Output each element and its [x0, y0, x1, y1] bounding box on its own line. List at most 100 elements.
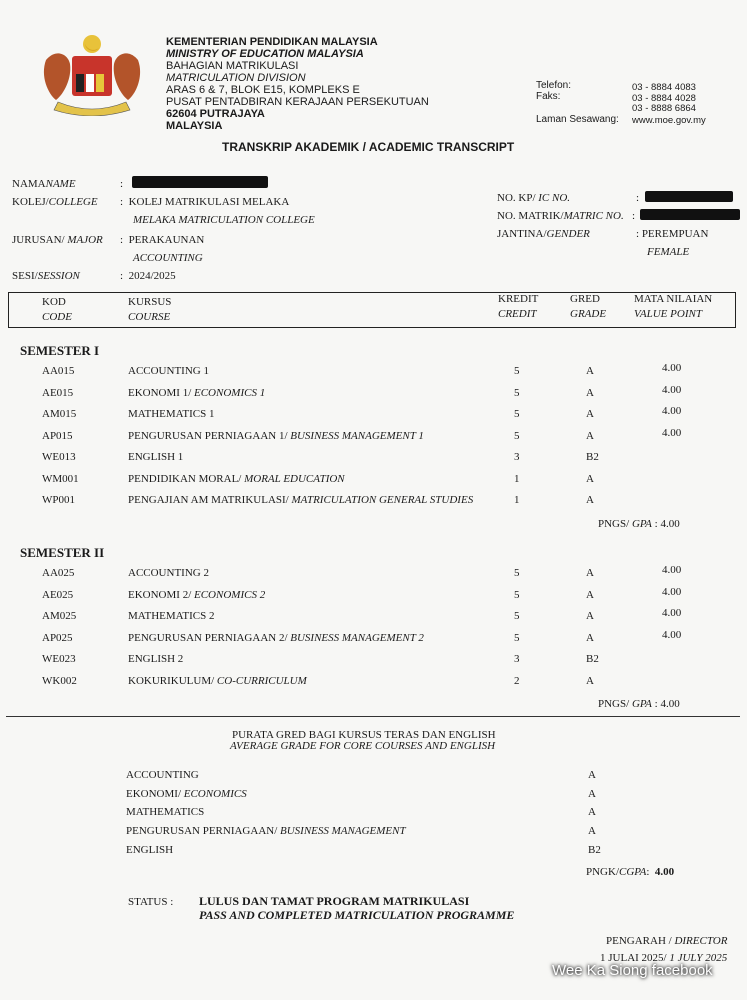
subject-grade: A [588, 787, 596, 800]
course-credit: 3 [514, 451, 520, 463]
ministry-address: KEMENTERIAN PENDIDIKAN MALAYSIA MINISTRY… [166, 36, 429, 132]
redacted-matric [640, 209, 740, 220]
course-value-point: 4.00 [662, 405, 682, 417]
colon: : [632, 210, 636, 222]
redacted-name [132, 176, 268, 188]
semester-title: SEMESTER I [20, 343, 100, 358]
cgpa: PNGK/CGPA: 4.00 [586, 866, 675, 878]
course-value-point: 4.00 [662, 564, 682, 576]
course-grade: B2 [586, 451, 599, 463]
ic-label: NO. KP/ IC NO. [497, 192, 571, 204]
faks-number-1: 03 - 8884 4028 [632, 93, 696, 104]
header-credit: KREDIT [498, 293, 539, 305]
website-label: Laman Sesawang: [536, 114, 619, 125]
subject-grade: A [588, 769, 596, 781]
header-course-en: COURSE [128, 311, 171, 323]
course-grade: A [586, 386, 594, 399]
subject-grade: B2 [588, 843, 601, 856]
course-value-point: 4.00 [662, 607, 682, 619]
header-credit-en: CREDIT [498, 308, 537, 320]
division-ms: BAHAGIAN MATRIKULASI [166, 60, 299, 72]
college-value: : KOLEJ MATRIKULASI MELAKA [120, 196, 290, 208]
course-code: AA015 [42, 365, 75, 377]
course-grade: B2 [586, 653, 599, 665]
telefon-label: Telefon: [536, 80, 572, 91]
document-title: TRANSKRIP AKADEMIK / ACADEMIC TRANSCRIPT [222, 140, 515, 154]
status-value: LULUS DAN TAMAT PROGRAM MATRIKULASI [199, 894, 470, 908]
course-value-point: 4.00 [662, 585, 682, 598]
address-line-4: MALAYSIA [166, 120, 223, 132]
faks-label: Faks: [536, 91, 561, 102]
course-grade: A [586, 610, 594, 622]
course-code: AE015 [42, 386, 74, 399]
address-line-2: PUSAT PENTADBIRAN KERAJAAN PERSEKUTUAN [166, 96, 429, 108]
course-grade: A [586, 429, 594, 442]
course-name: MATHEMATICS 1 [128, 408, 215, 420]
header-value: MATA NILAIAN [634, 293, 713, 305]
faks-number-2: 03 - 8888 6864 [632, 103, 696, 114]
average-title: PURATA GRED BAGI KURSUS TERAS DAN ENGLIS… [232, 729, 496, 741]
header-value-en: VALUE POINT [634, 308, 702, 320]
watermark: Wee Ka Siong facebook [552, 962, 713, 979]
director-label: PENGARAH / DIRECTOR [606, 935, 728, 947]
status-label: STATUS : [128, 896, 174, 908]
subject-name: EKONOMI/ ECONOMICS [126, 787, 247, 800]
course-code: WE023 [42, 653, 76, 665]
course-credit: 5 [514, 365, 520, 377]
ministry-name-ms: KEMENTERIAN PENDIDIKAN MALAYSIA [166, 36, 378, 48]
course-name: MATHEMATICS 2 [128, 610, 215, 622]
header-grade-en: GRADE [570, 308, 607, 320]
header-code-en: CODE [42, 311, 72, 323]
course-value-point: 4.00 [662, 362, 682, 374]
address-line-3: 62604 PUTRAJAYA [166, 108, 265, 120]
status-value-en: PASS AND COMPLETED MATRICULATION PROGRAM… [199, 908, 515, 922]
course-name: EKONOMI 2/ ECONOMICS 2 [128, 588, 266, 601]
course-grade: A [586, 494, 594, 506]
course-code: AA025 [42, 567, 75, 579]
redacted-ic [645, 191, 733, 202]
course-code: WP001 [42, 494, 75, 506]
header-course: KURSUS [128, 296, 172, 308]
major-value-en: ACCOUNTING [133, 252, 203, 264]
major-label: JURUSAN/ MAJOR [12, 234, 103, 246]
course-name: ACCOUNTING 1 [128, 365, 209, 377]
subject-name: ENGLISH [126, 843, 174, 856]
session-label: SESI/SESSION [12, 270, 80, 282]
course-credit: 1 [514, 494, 520, 506]
course-grade: A [586, 408, 594, 420]
gender-value-en: FEMALE [647, 246, 690, 258]
header-grade: GRED [570, 293, 600, 305]
course-code: WM001 [42, 472, 79, 485]
course-value-point: 4.00 [662, 628, 682, 641]
course-credit: 5 [514, 429, 520, 442]
course-value-point: 4.00 [662, 426, 682, 439]
coat-of-arms-emblem [43, 35, 141, 116]
course-value-point: 4.00 [662, 383, 682, 396]
subject-grade: A [588, 825, 596, 838]
course-grade: A [586, 631, 594, 644]
course-name: KOKURIKULUM/ CO-CURRICULUM [128, 674, 307, 687]
course-code: AE025 [42, 588, 74, 601]
major-value: : PERAKAUNAN [120, 234, 205, 246]
subject-name: PENGURUSAN PERNIAGAAN/ BUSINESS MANAGEME… [126, 825, 406, 838]
division-en: MATRICULATION DIVISION [166, 72, 306, 84]
course-code: AP025 [42, 631, 73, 644]
sign-date: 1 JULAI 2025/ 1 JULY 2025 [600, 952, 728, 964]
course-credit: 2 [514, 674, 520, 687]
subject-grade: A [588, 806, 596, 819]
header-code: KOD [42, 296, 66, 308]
course-grade: A [586, 588, 594, 601]
college-value-en: MELAKA MATRICULATION COLLEGE [133, 214, 315, 226]
course-code: AM015 [42, 408, 77, 420]
gender-label: JANTINA/GENDER [497, 228, 590, 240]
course-grade: A [586, 567, 594, 579]
course-credit: 5 [514, 610, 520, 622]
course-code: AP015 [42, 429, 73, 442]
course-name: PENGAJIAN AM MATRIKULASI/ MATRICULATION … [128, 494, 474, 506]
course-name: ENGLISH 1 [128, 451, 184, 463]
website-link[interactable]: www.moe.gov.my [632, 115, 706, 126]
course-name: ACCOUNTING 2 [128, 567, 209, 579]
subject-name: ACCOUNTING [126, 769, 199, 781]
semester-gpa: PNGS/ GPA : 4.00 [598, 698, 680, 710]
